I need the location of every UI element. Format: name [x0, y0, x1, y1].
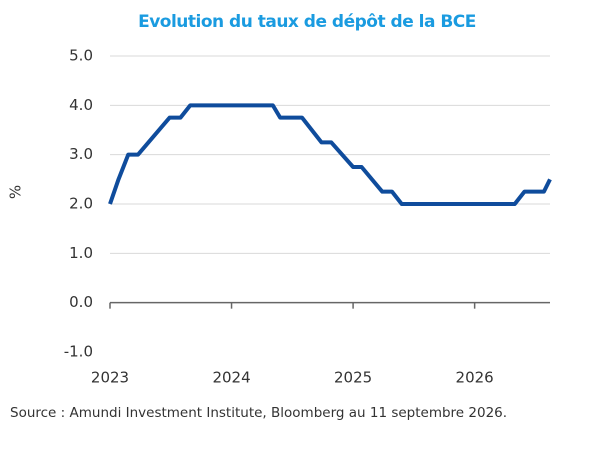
chart-title: Evolution du taux de dépôt de la BCE [138, 12, 476, 32]
x-tick-label: 2024 [212, 369, 250, 387]
y-tick-label: 2.0 [69, 195, 93, 213]
source-note: Source : Amundi Investment Institute, Bl… [10, 405, 507, 421]
y-tick-label: 3.0 [69, 145, 93, 163]
y-tick-label: -1.0 [64, 343, 93, 361]
x-tick-label: 2026 [456, 369, 494, 387]
y-axis-label: % [7, 185, 25, 199]
y-tick-label: 5.0 [69, 47, 93, 65]
y-tick-label: 4.0 [69, 96, 93, 114]
data-line [108, 103, 552, 206]
x-tick-label: 2023 [91, 369, 129, 387]
x-tick-label: 2025 [334, 369, 372, 387]
y-tick-label: 0.0 [69, 293, 93, 311]
y-tick-label: 1.0 [69, 244, 93, 262]
